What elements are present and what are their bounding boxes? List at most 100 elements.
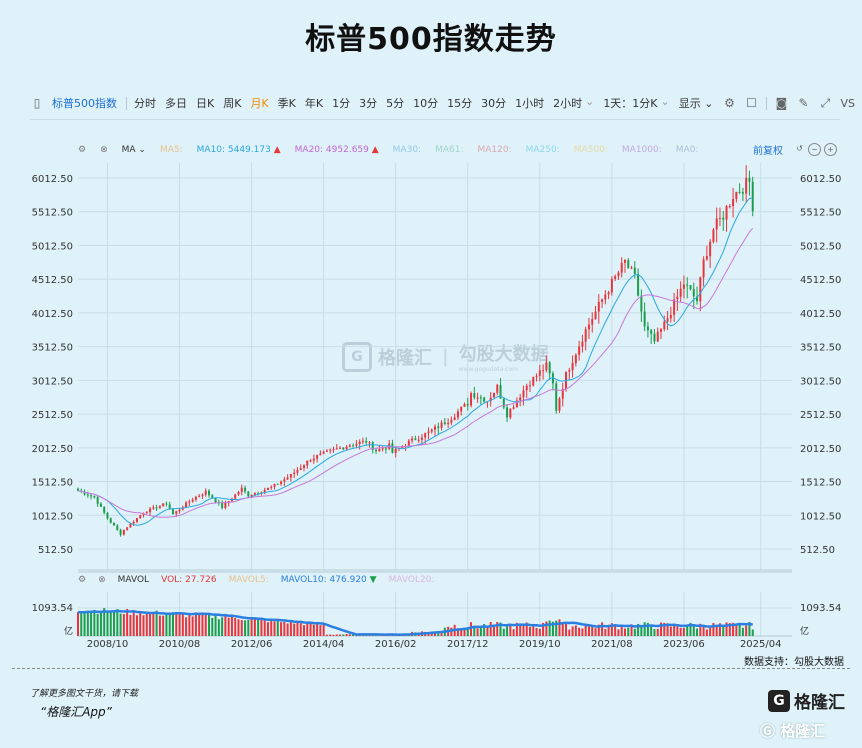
candle-body	[548, 362, 551, 374]
candle-body	[646, 326, 649, 331]
camera-icon[interactable]: ◙	[775, 96, 788, 110]
x-tick-label: 2012/06	[231, 639, 273, 650]
app-name[interactable]: “格隆汇App”	[40, 705, 112, 719]
period-tab-7[interactable]: 1分	[332, 97, 351, 110]
x-tick-label: 2010/08	[159, 639, 201, 650]
candle-body	[542, 370, 545, 372]
compare-button[interactable]: VS	[840, 96, 855, 110]
sidebar-toggle-icon[interactable]: ▯	[33, 96, 41, 110]
x-tick-label: 2023/06	[663, 639, 705, 650]
period-tab-13[interactable]: 1小时	[515, 97, 545, 110]
period-tab-5[interactable]: 季K	[277, 97, 296, 110]
candle-body	[175, 511, 178, 514]
period-tab-8[interactable]: 3分	[359, 97, 378, 110]
x-tick-label: 2008/10	[87, 639, 129, 650]
period-tab-0[interactable]: 分时	[134, 97, 156, 110]
mavol-label[interactable]: MAVOL	[117, 575, 150, 585]
candle-body	[250, 494, 253, 497]
volume-bar	[129, 614, 132, 636]
volume-bar	[738, 623, 741, 636]
candle-body	[584, 329, 587, 342]
volume-bar	[240, 620, 243, 636]
ma-selector[interactable]: MA ⌄	[121, 145, 146, 155]
candle-body	[689, 285, 692, 290]
period-tab-14[interactable]: 2小时	[553, 97, 583, 110]
candle-body	[623, 260, 626, 263]
square-icon[interactable]: ☐	[746, 96, 757, 110]
candle-body	[240, 487, 243, 493]
candle-body	[538, 370, 541, 376]
period-tab-15[interactable]: 1天：1分K	[603, 97, 658, 110]
candle-body	[355, 443, 358, 446]
chart-controls: ↺ − +	[794, 143, 837, 156]
symbol-label[interactable]: 标普500指数	[52, 97, 117, 110]
close-icon[interactable]: ⊗	[100, 145, 108, 155]
period-dropdown-chevron[interactable]: ⌄	[585, 95, 595, 108]
candle-body	[253, 493, 256, 495]
candlestick-chart[interactable]: 6012.50 6012.50 5512.50 5512.50 5012.50 5012.…	[0, 0, 862, 668]
volume-bar	[542, 622, 545, 636]
candle-body	[204, 490, 207, 495]
period-tab-9[interactable]: 5分	[386, 97, 405, 110]
volume-bar	[175, 612, 178, 636]
volume-bar	[486, 627, 489, 636]
gear-icon[interactable]: ⚙	[78, 575, 87, 585]
volume-bar	[555, 620, 558, 636]
period-tab-10[interactable]: 10分	[413, 97, 439, 110]
adjust-type-button[interactable]: 前复权	[753, 146, 783, 157]
zoom-in-icon[interactable]: +	[824, 143, 837, 156]
ma20-line	[77, 227, 754, 518]
y-tick-left: 5012.50	[32, 241, 73, 252]
candle-body	[561, 388, 564, 399]
candle-body	[434, 426, 437, 430]
volume-bar	[332, 634, 335, 636]
close-icon[interactable]: ⊗	[98, 575, 106, 585]
volume-bar	[483, 624, 486, 636]
candle-body	[587, 324, 590, 330]
candle-body	[194, 496, 197, 500]
reset-icon[interactable]: ↺	[796, 144, 803, 153]
candle-body	[244, 487, 247, 492]
ma61-label: MA61:	[435, 145, 464, 155]
volume-bar	[204, 614, 207, 636]
volume-bar	[142, 615, 145, 636]
period-tab-12[interactable]: 30分	[481, 97, 507, 110]
volume-bar	[158, 615, 161, 636]
volume-bar	[512, 629, 515, 636]
period-tab-1[interactable]: 多日	[165, 97, 187, 110]
volume-bar	[99, 612, 102, 636]
settings-gear-icon[interactable]: ⚙	[724, 96, 735, 110]
period-tab-11[interactable]: 15分	[447, 97, 473, 110]
y-tick-right: 5012.50	[800, 241, 841, 252]
period-tab-4[interactable]: 月K	[250, 97, 269, 110]
volume-bar	[715, 625, 718, 636]
volume-bar	[630, 624, 633, 636]
volume-bar	[289, 621, 292, 636]
candle-body	[139, 515, 142, 518]
volume-bar	[646, 622, 649, 636]
gear-icon[interactable]: ⚙	[78, 145, 87, 155]
period-tab-16[interactable]: 显示 ⌄	[678, 97, 714, 110]
period-dropdown-chevron[interactable]: ⌄	[660, 95, 670, 108]
period-tab-3[interactable]: 周K	[223, 97, 242, 110]
volume-bar	[568, 629, 571, 636]
candle-body	[322, 451, 325, 454]
candle-body	[309, 460, 312, 462]
volume-bar	[250, 618, 253, 636]
candle-body	[201, 494, 204, 496]
candle-body	[751, 181, 754, 212]
ma120-label: MA120:	[477, 145, 512, 155]
candle-body	[741, 192, 744, 194]
candle-body	[83, 491, 86, 495]
volume-bar	[578, 627, 581, 636]
zoom-out-icon[interactable]: −	[808, 143, 821, 156]
candle-body	[122, 529, 125, 535]
period-tab-2[interactable]: 日K	[196, 97, 215, 110]
candle-body	[610, 278, 613, 293]
volume-bar	[266, 622, 269, 636]
volume-bar	[682, 627, 685, 636]
fullscreen-icon[interactable]: ⤢	[820, 95, 831, 110]
period-tab-6[interactable]: 年K	[304, 97, 324, 110]
pencil-icon[interactable]: ✎	[798, 96, 809, 110]
candle-body	[597, 301, 600, 312]
